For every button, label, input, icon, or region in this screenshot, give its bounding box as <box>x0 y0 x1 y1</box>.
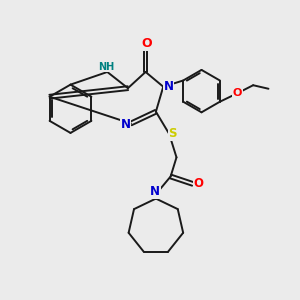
Text: N: N <box>121 118 130 130</box>
Text: O: O <box>233 88 242 98</box>
Text: O: O <box>142 37 152 50</box>
Text: NH: NH <box>98 62 114 72</box>
Text: N: N <box>150 185 160 198</box>
Text: S: S <box>168 127 177 140</box>
Text: N: N <box>164 80 174 93</box>
Text: O: O <box>194 177 204 190</box>
